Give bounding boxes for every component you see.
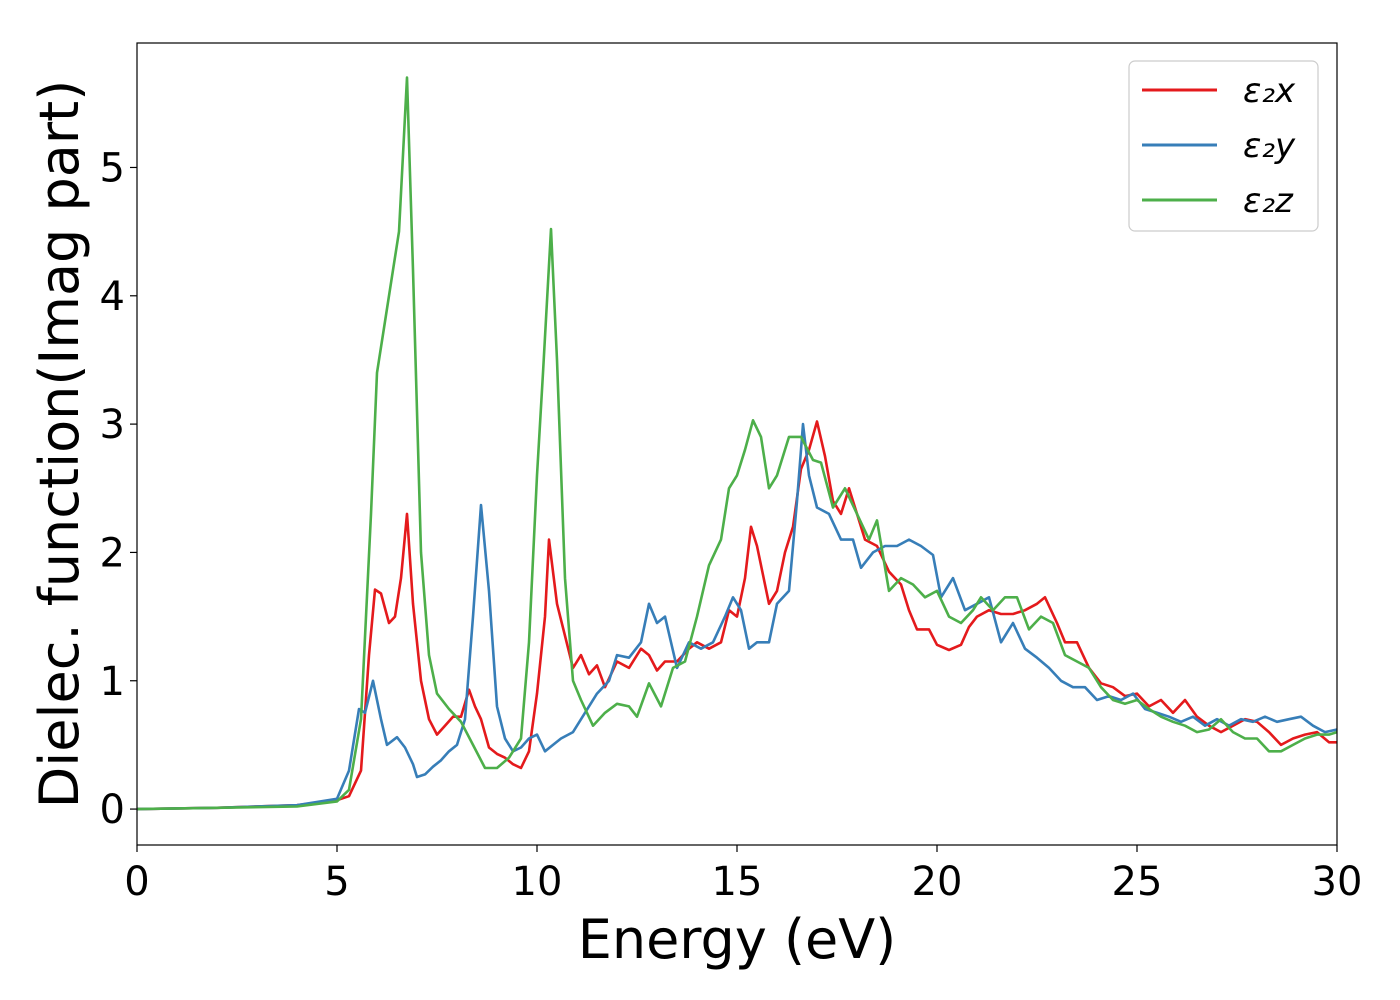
x-axis-label: Energy (eV) [578,908,897,971]
y-tick-label: 1 [100,659,125,705]
x-tick-label: 20 [912,859,963,905]
series-line-1 [137,420,1337,811]
y-axis: 0 1 2 3 4 5 [100,145,137,833]
y-tick-label: 3 [100,402,125,448]
y-tick-label: 4 [100,274,125,320]
x-tick-label: 0 [124,859,149,905]
x-tick-label: 25 [1112,859,1163,905]
series-line-3 [137,76,1337,811]
x-tick-label: 5 [324,859,349,905]
series-line-2 [137,422,1337,811]
y-axis-label: Dielec. function(Imag part) [28,80,91,809]
legend-entry: ε₂z [1243,181,1294,221]
legend-box [1128,60,1319,232]
y-tick-label: 0 [100,787,125,833]
x-tick-label: 30 [1312,859,1363,905]
x-tick-label: 15 [712,859,763,905]
legend-entry: ε₂y [1243,126,1296,166]
x-tick-label: 10 [512,859,563,905]
y-tick-label: 2 [100,530,125,576]
x-axis: 0 5 10 15 20 25 30 [124,845,1362,905]
y-tick-label: 5 [100,145,125,191]
legend: ε₂x ε₂y ε₂z [1128,60,1319,232]
legend-entry: ε₂x [1243,71,1296,111]
series-layer [137,76,1337,811]
